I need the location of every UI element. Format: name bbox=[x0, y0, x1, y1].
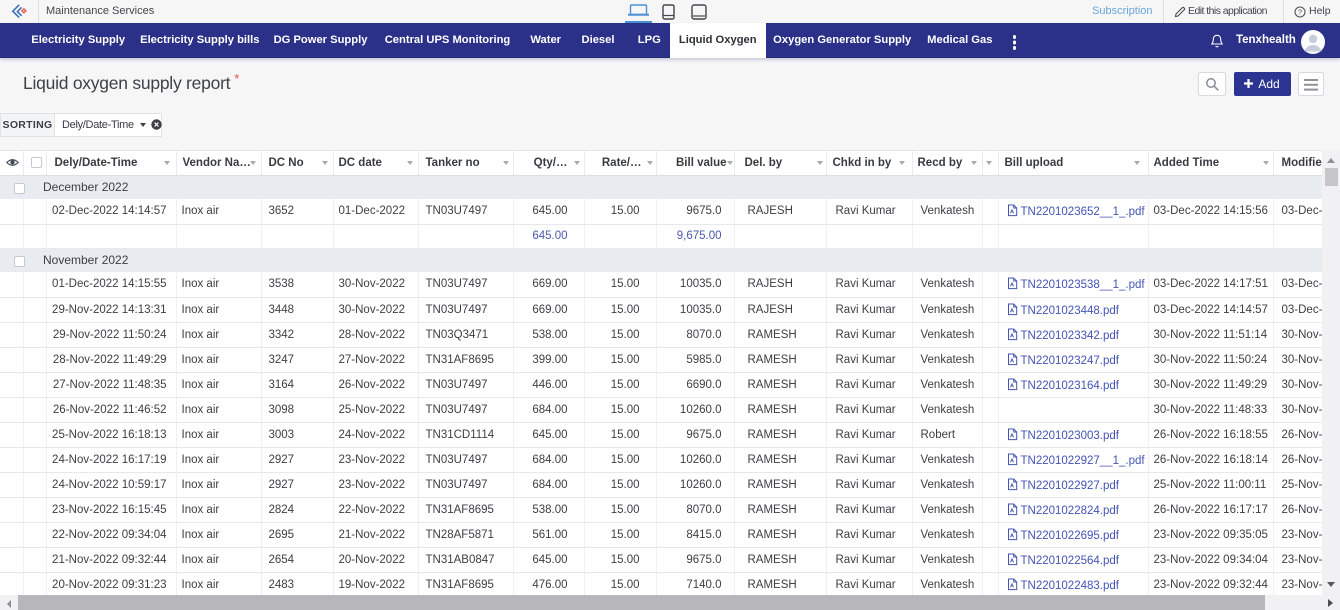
svg-text:?: ? bbox=[1298, 8, 1302, 17]
